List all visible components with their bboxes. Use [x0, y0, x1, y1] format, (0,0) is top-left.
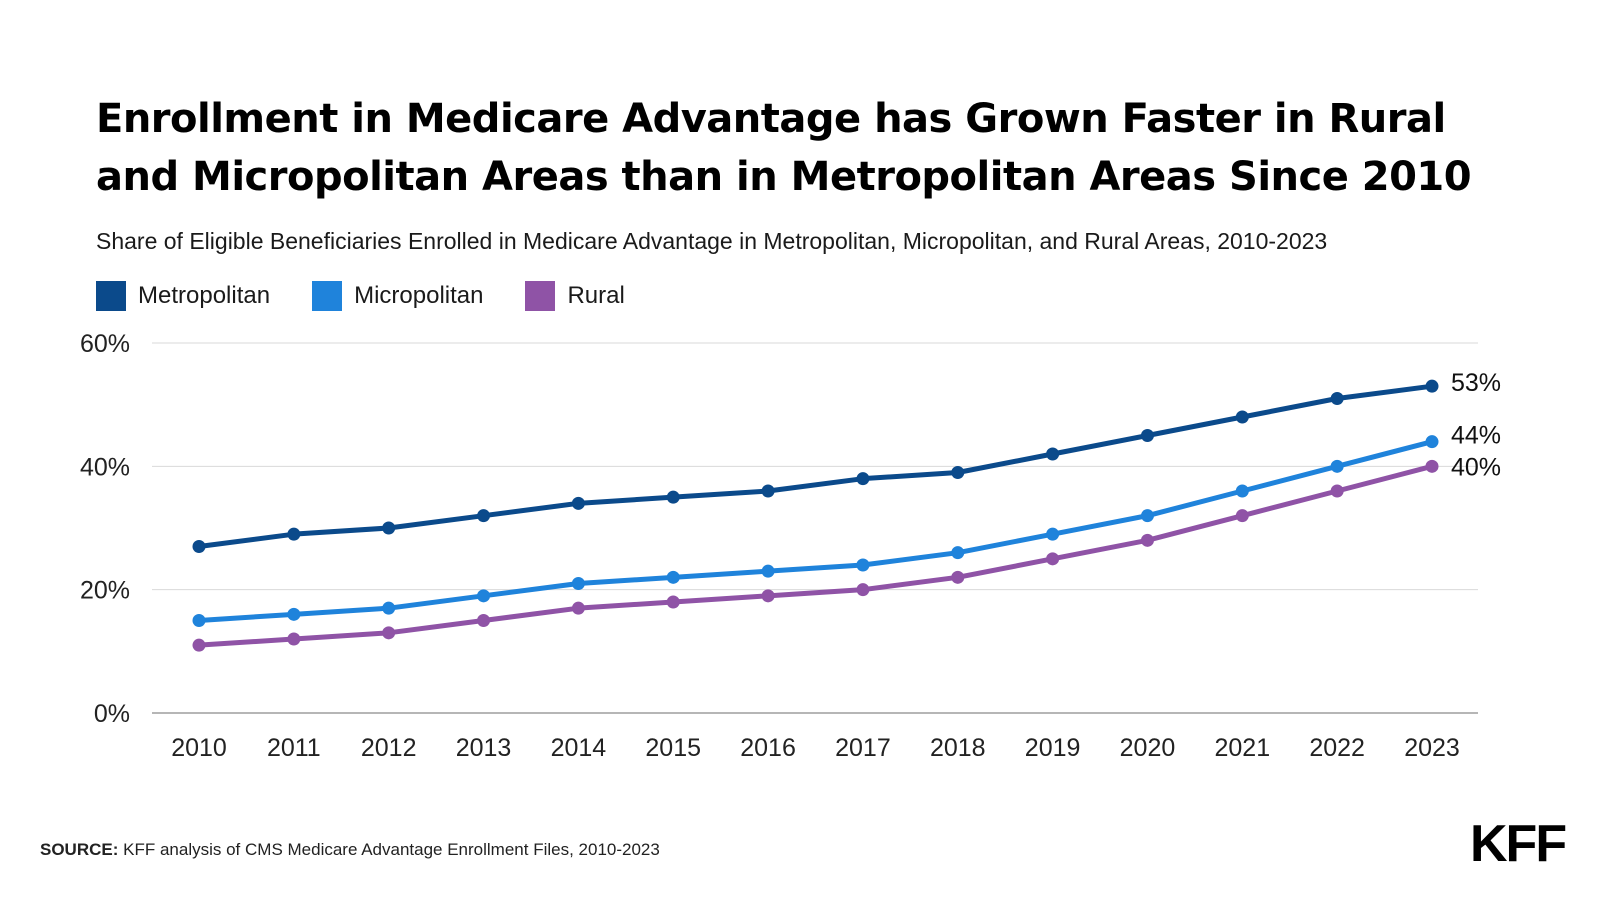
data-point-rural: [951, 570, 965, 584]
data-point-micropolitan: [571, 577, 585, 590]
x-tick-label: 2023: [1404, 734, 1460, 762]
legend-swatch-rural: [525, 281, 556, 311]
y-tick-label: 40%: [80, 453, 130, 481]
y-tick-label: 0%: [94, 700, 130, 728]
chart-title: Enrollment in Medicare Advantage has Gro…: [96, 96, 1472, 200]
data-point-micropolitan: [477, 589, 491, 603]
data-point-metropolitan: [856, 472, 870, 486]
x-tick-label: 2011: [267, 734, 321, 762]
series-line-micropolitan: [196, 439, 1435, 623]
data-point-metropolitan: [1046, 447, 1060, 461]
legend-item-micropolitan: Micropolitan: [312, 281, 483, 311]
kff-logo: KFF: [1470, 815, 1567, 873]
x-axis: 2010 2011 2012 2013 2014 2015 2016 2017 2018 2019…: [171, 734, 1460, 762]
chart-legend: Metropolitan Micropolitan Rural: [96, 281, 667, 311]
data-point-metropolitan: [477, 509, 491, 523]
end-label-micropolitan: 44%: [1451, 422, 1501, 450]
legend-label-metropolitan: Metropolitan: [138, 282, 271, 309]
x-tick-label: 2012: [361, 734, 417, 762]
gridlines: [152, 342, 1478, 714]
data-point-metropolitan: [287, 527, 301, 541]
data-point-metropolitan: [1235, 410, 1249, 424]
data-point-micropolitan: [856, 558, 870, 572]
data-point-rural: [382, 626, 396, 640]
data-point-micropolitan: [1046, 527, 1060, 541]
data-point-micropolitan: [666, 570, 680, 584]
data-point-rural: [477, 614, 491, 627]
data-point-metropolitan: [1140, 429, 1154, 442]
data-point-micropolitan: [951, 546, 965, 560]
data-point-rural: [287, 632, 301, 646]
legend-swatch-metropolitan: [96, 281, 126, 311]
legend-swatch-micropolitan: [312, 281, 343, 311]
x-tick-label: 2022: [1309, 734, 1365, 762]
y-tick-label: 20%: [80, 577, 130, 605]
source-note: SOURCE: KFF analysis of CMS Medicare Adv…: [40, 840, 660, 860]
x-tick-label: 2021: [1214, 734, 1270, 762]
legend-item-metropolitan: Metropolitan: [96, 281, 270, 311]
x-tick-label: 2018: [930, 734, 986, 762]
data-point-micropolitan: [761, 564, 775, 578]
series-micropolitan: [192, 435, 1439, 627]
y-tick-label: 60%: [80, 330, 130, 358]
end-labels: 53% 44% 40%: [1451, 369, 1501, 481]
data-point-metropolitan: [761, 484, 775, 498]
end-label-rural: 40%: [1451, 453, 1501, 481]
x-tick-label: 2010: [171, 734, 227, 762]
x-tick-label: 2015: [645, 734, 701, 762]
series-rural: [192, 459, 1439, 652]
data-point-rural: [666, 595, 680, 609]
data-point-metropolitan: [1330, 392, 1344, 405]
series-line-metropolitan: [196, 383, 1435, 549]
data-point-rural: [1235, 509, 1249, 523]
data-point-metropolitan: [571, 496, 585, 510]
data-point-metropolitan: [192, 540, 206, 553]
data-point-metropolitan: [1425, 379, 1439, 393]
data-point-micropolitan: [1425, 435, 1439, 449]
series-line-rural: [196, 463, 1435, 648]
data-point-micropolitan: [192, 614, 206, 627]
x-tick-label: 2016: [740, 734, 796, 762]
data-point-rural: [1425, 459, 1439, 473]
data-point-rural: [1046, 552, 1060, 566]
legend-item-rural: Rural: [525, 281, 625, 311]
data-point-rural: [571, 601, 585, 615]
data-point-rural: [1140, 533, 1154, 547]
data-point-rural: [192, 638, 206, 652]
legend-label-rural: Rural: [567, 282, 625, 309]
data-point-micropolitan: [1330, 459, 1344, 473]
data-point-rural: [856, 583, 870, 597]
data-point-micropolitan: [1235, 484, 1249, 498]
chart-subtitle: Share of Eligible Beneficiaries Enrolled…: [96, 228, 1328, 254]
legend-label-micropolitan: Micropolitan: [354, 282, 484, 309]
data-point-rural: [1330, 484, 1344, 498]
data-point-micropolitan: [382, 601, 396, 615]
y-axis: 0% 20% 40% 60%: [80, 330, 130, 728]
x-tick-label: 2014: [551, 734, 607, 762]
data-point-micropolitan: [287, 607, 301, 621]
x-tick-label: 2019: [1025, 734, 1081, 762]
data-point-metropolitan: [666, 490, 680, 504]
data-point-micropolitan: [1140, 509, 1154, 523]
x-tick-label: 2017: [835, 734, 891, 762]
x-tick-label: 2013: [456, 734, 512, 762]
end-label-metropolitan: 53%: [1451, 369, 1501, 397]
series-metropolitan: [192, 379, 1439, 553]
data-point-metropolitan: [951, 466, 965, 479]
data-point-rural: [761, 589, 775, 603]
source-label: SOURCE:: [40, 840, 119, 859]
data-point-metropolitan: [382, 521, 396, 535]
series-group: [192, 379, 1439, 652]
source-text: KFF analysis of CMS Medicare Advantage E…: [118, 840, 660, 859]
x-tick-label: 2020: [1120, 734, 1176, 762]
